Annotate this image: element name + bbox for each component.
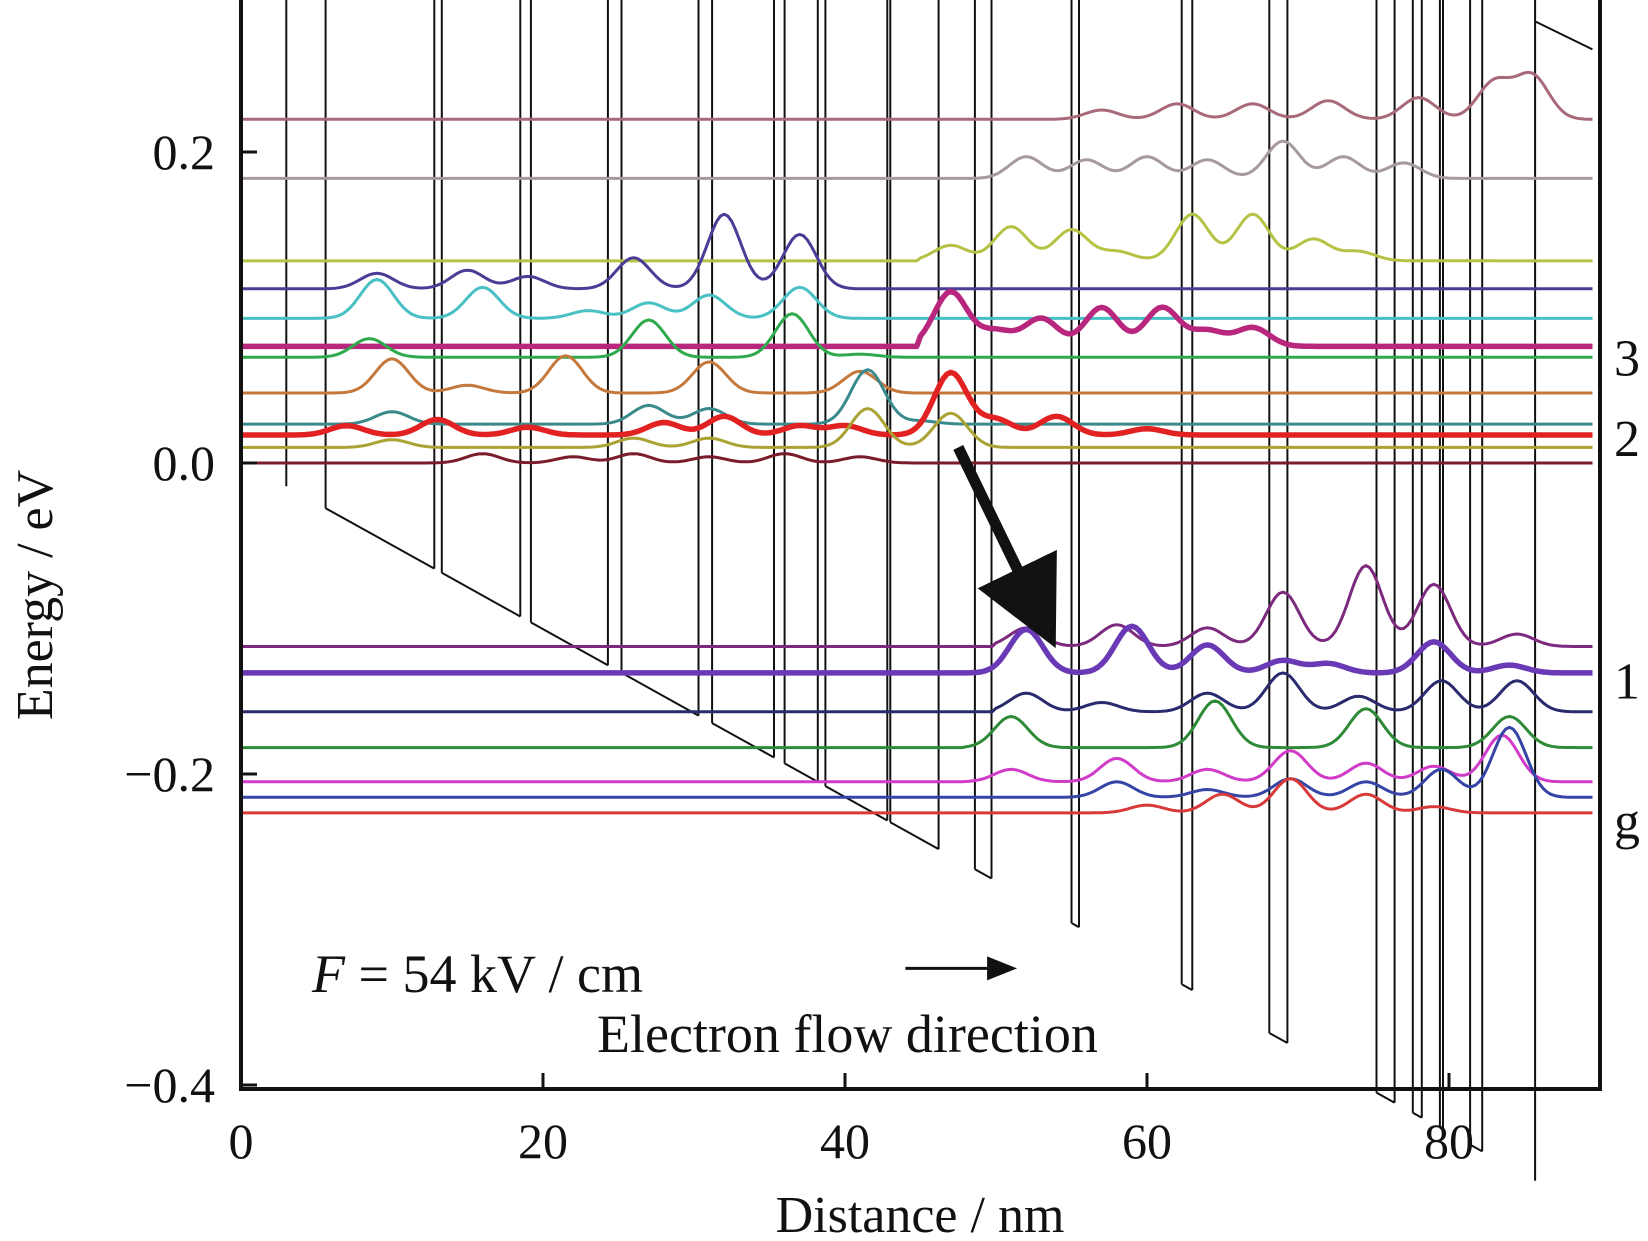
series-line-9 — [241, 369, 1593, 438]
series-line-15 — [241, 699, 1593, 750]
conduction-band-path — [285, 0, 1537, 1181]
flow-direction-label: Electron flow direction — [597, 1004, 1098, 1064]
series-line-4 — [241, 278, 1593, 320]
level-label-3: 3 — [1614, 330, 1640, 387]
series-line-8 — [241, 368, 1593, 426]
level-label-2: 2 — [1614, 411, 1640, 468]
level-label-g: g — [1614, 794, 1640, 851]
band-tail — [1534, 20, 1593, 51]
series-line-12 — [241, 564, 1593, 648]
series-line-18 — [241, 777, 1593, 815]
level-labels: 3 2 1 g — [1614, 330, 1640, 850]
x-tick-label-4: 80 — [1424, 1113, 1474, 1169]
series-line-16 — [241, 733, 1593, 784]
axis-ticks: 0 20 40 60 80 −0.4 −0.2 0.0 0.2 — [124, 124, 1474, 1169]
field-value: = 54 kV / cm — [345, 944, 643, 1004]
series-line-3 — [241, 212, 1593, 291]
series-line-7 — [241, 354, 1593, 395]
series-line-6 — [241, 312, 1593, 359]
x-axis-title: Distance / nm — [776, 1187, 1065, 1241]
x-tick-label-0: 0 — [229, 1113, 254, 1169]
field-symbol: F — [311, 944, 346, 1004]
series-line-14 — [241, 671, 1593, 714]
series-line-17 — [241, 725, 1593, 799]
x-tick-label-3: 60 — [1122, 1113, 1172, 1169]
transition-arrow — [953, 445, 1057, 649]
conduction-band-profile — [285, 0, 1593, 1181]
series-line-1 — [241, 139, 1593, 180]
series-line-2 — [241, 212, 1593, 263]
field-annotation: F = 54 kV / cm Electron flow direction — [311, 944, 1098, 1064]
series-line-0 — [241, 70, 1593, 121]
series-line-5 — [241, 288, 1593, 350]
wavefunction-series — [241, 70, 1593, 815]
series-line-13 — [241, 623, 1593, 676]
y-axis-title: Energy / eV — [7, 470, 64, 720]
x-tick-label-1: 20 — [518, 1113, 568, 1169]
level-label-1: 1 — [1614, 654, 1640, 711]
svg-text:F = 54 kV / cm: F = 54 kV / cm — [311, 944, 643, 1004]
y-tick-label-1: −0.2 — [124, 746, 215, 802]
series-line-10 — [241, 407, 1593, 449]
x-tick-label-2: 40 — [820, 1113, 870, 1169]
y-tick-label-2: 0.0 — [153, 435, 216, 491]
series-line-11 — [241, 452, 1593, 465]
y-tick-label-3: 0.2 — [153, 124, 216, 180]
plot-frame — [239, 0, 1602, 1091]
arrows — [905, 445, 1057, 981]
y-tick-label-0: −0.4 — [124, 1057, 215, 1113]
